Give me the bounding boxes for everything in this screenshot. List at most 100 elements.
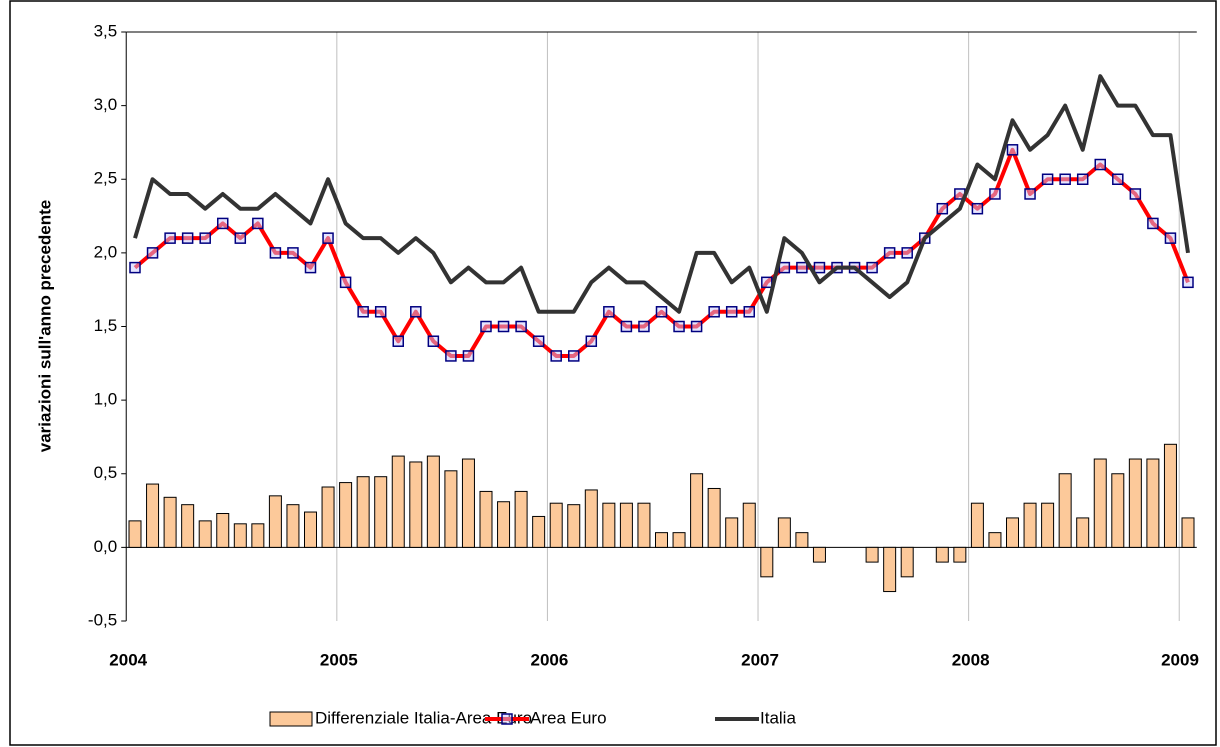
marker <box>427 335 440 347</box>
marker <box>971 202 984 215</box>
marker <box>989 188 1001 200</box>
marker <box>1182 276 1194 289</box>
bar <box>760 546 774 578</box>
bar <box>637 502 651 548</box>
bar <box>1128 458 1142 548</box>
bar <box>216 513 230 548</box>
bar <box>935 546 949 563</box>
marker <box>515 320 527 333</box>
x-tick-label: 2009 <box>1161 650 1199 669</box>
bar <box>233 523 247 548</box>
marker <box>761 276 773 289</box>
y-tick-label: 3,0 <box>94 95 118 114</box>
bar <box>953 546 967 563</box>
bar <box>461 458 475 548</box>
bar <box>1006 517 1019 548</box>
x-tick-label: 2008 <box>952 650 990 669</box>
bar <box>268 495 282 548</box>
y-tick-label: -0,5 <box>88 610 117 629</box>
marker <box>1006 144 1019 156</box>
marker <box>392 335 404 347</box>
marker <box>1129 188 1142 200</box>
marker <box>480 320 492 333</box>
marker <box>234 232 247 244</box>
marker <box>673 320 685 333</box>
marker <box>1076 173 1089 185</box>
marker <box>532 335 545 347</box>
marker <box>410 306 422 318</box>
marker <box>1094 158 1106 171</box>
bar <box>1093 458 1107 548</box>
y-tick-label: 0,5 <box>94 463 118 482</box>
bar <box>655 532 668 548</box>
legend-label: Differenziale Italia-Area Euro <box>315 708 532 727</box>
bar <box>339 482 353 548</box>
bar <box>497 501 511 548</box>
bar <box>444 470 458 548</box>
bar <box>707 487 721 548</box>
marker <box>497 320 510 333</box>
marker <box>585 335 598 347</box>
bar <box>146 483 160 548</box>
marker <box>778 261 791 274</box>
y-tick-label: 1,0 <box>94 390 118 409</box>
marker <box>936 202 949 215</box>
bar <box>1058 473 1072 548</box>
x-tick-label: 2004 <box>109 650 147 669</box>
x-tick-label: 2006 <box>531 650 569 669</box>
bar <box>163 496 177 548</box>
marker <box>638 320 650 333</box>
marker <box>287 247 299 259</box>
bar <box>286 504 300 548</box>
marker <box>1112 173 1124 185</box>
marker <box>655 306 668 318</box>
marker <box>690 320 703 333</box>
bar <box>812 546 826 563</box>
bar <box>1041 502 1055 548</box>
bar <box>602 502 616 548</box>
marker <box>1059 173 1071 185</box>
y-tick-label: 2,5 <box>94 169 118 188</box>
bar <box>391 455 405 548</box>
legend-marker <box>501 713 513 725</box>
bar <box>1163 443 1177 548</box>
marker <box>129 261 141 274</box>
marker <box>866 261 878 274</box>
marker <box>146 247 159 259</box>
legend-label: Italia <box>760 708 796 727</box>
bar <box>725 517 739 548</box>
bar <box>549 502 563 548</box>
bar <box>128 520 142 548</box>
marker <box>1164 232 1177 244</box>
bar <box>181 504 195 548</box>
bar <box>198 520 212 548</box>
marker <box>252 217 264 230</box>
bar <box>1181 517 1195 548</box>
marker <box>901 247 913 259</box>
bar <box>742 502 756 548</box>
y-tick-label: 2,0 <box>94 242 118 261</box>
bar <box>1146 458 1160 548</box>
bar <box>1111 473 1125 548</box>
marker <box>796 261 808 274</box>
y-tick-label: 0,0 <box>94 537 118 556</box>
marker <box>550 350 562 362</box>
bar <box>672 532 686 548</box>
bar <box>795 532 809 548</box>
marker <box>813 261 826 274</box>
marker <box>743 306 755 318</box>
marker <box>217 217 229 230</box>
bar <box>883 546 897 593</box>
bar <box>409 461 423 548</box>
y-tick-label: 3,5 <box>94 21 118 40</box>
marker <box>445 350 457 362</box>
legend-swatch <box>269 711 313 727</box>
bar <box>865 546 879 563</box>
marker <box>568 350 580 362</box>
marker <box>1147 217 1159 230</box>
marker <box>181 232 194 244</box>
y-axis-title: variazioni sull'anno precedente <box>35 200 54 453</box>
marker <box>304 261 317 274</box>
line <box>133 74 1190 314</box>
